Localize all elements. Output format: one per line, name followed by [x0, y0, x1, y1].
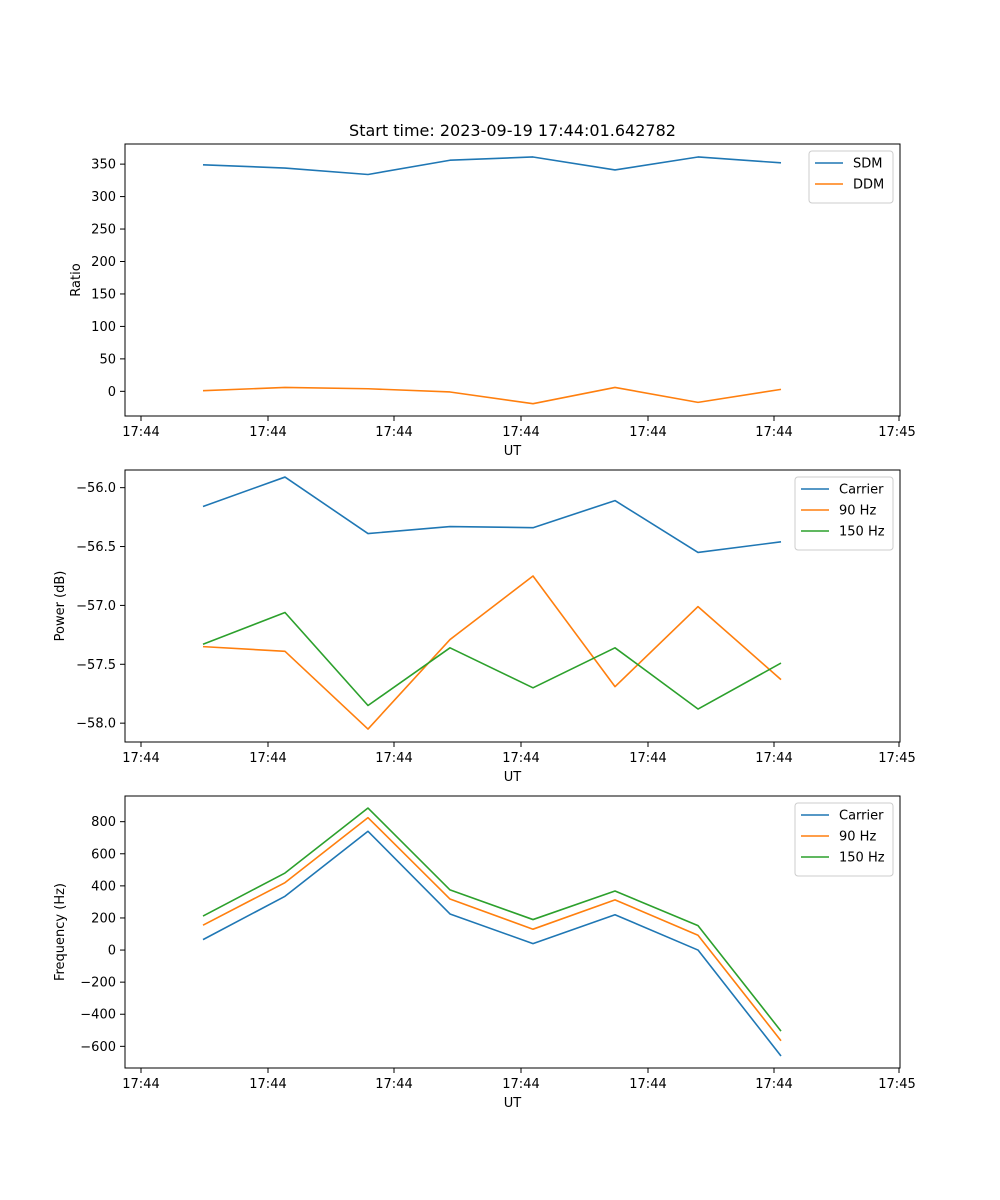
legend-label: Carrier — [839, 483, 884, 498]
x-axis-label: UT — [504, 1096, 522, 1111]
y-tick-label: −600 — [80, 1040, 116, 1055]
x-tick-label: 17:44 — [122, 751, 159, 766]
y-tick-label: 0 — [108, 944, 116, 959]
series-line-90-hz — [202, 816, 782, 1042]
y-tick-label: 200 — [91, 255, 116, 270]
x-tick-label: 17:44 — [629, 1077, 666, 1092]
y-tick-label: 150 — [91, 287, 116, 302]
legend-label: DDM — [853, 178, 884, 193]
power-panel: UT −58.0 −57.5 −57.0 −56.5 −56.0 Power (dB) Car… — [53, 469, 916, 785]
x-tick-label: 17:44 — [249, 751, 286, 766]
legend-box — [808, 150, 894, 204]
chart-title: Start time: 2023-09-19 17:44:01.642782 — [349, 121, 676, 140]
series-line-carrier — [202, 830, 782, 1057]
series-line-150-hz — [202, 611, 782, 710]
y-axis-label: Power (dB) — [53, 571, 68, 642]
series-line-carrier — [202, 476, 782, 554]
y-tick-label: −56.0 — [76, 481, 116, 496]
axes-frame — [124, 469, 901, 743]
x-tick-label: 17:44 — [375, 751, 412, 766]
x-tick-label: 17:44 — [502, 1077, 539, 1092]
x-tick-label: 17:44 — [375, 425, 412, 440]
y-tick-label: 400 — [91, 879, 116, 894]
y-tick-label: 600 — [91, 847, 116, 862]
x-tick-label: 17:44 — [755, 751, 792, 766]
x-tick-label: 17:44 — [502, 751, 539, 766]
y-axis-label: Frequency (Hz) — [53, 883, 68, 981]
series-line-ddm — [202, 386, 782, 405]
legend-label: SDM — [853, 157, 882, 172]
series-line-sdm — [202, 156, 782, 176]
y-tick-label: −200 — [80, 976, 116, 991]
x-tick-label: 17:44 — [755, 1077, 792, 1092]
y-tick-label: 0 — [108, 385, 116, 400]
ratio-panel: UT 0 50 100 150 200 250 300 350 Ratio Start time: … — [69, 121, 916, 459]
x-axis-label: UT — [504, 770, 522, 785]
y-tick-label: −57.5 — [76, 658, 116, 673]
y-tick-label: −400 — [80, 1008, 116, 1023]
x-tick-label: 17:44 — [122, 1077, 159, 1092]
x-tick-label: 17:44 — [502, 425, 539, 440]
legend-label: Carrier — [839, 809, 884, 824]
frequency-panel: UT −600 −400 −200 0 200 400 600 800 Frequency (Hz… — [53, 795, 916, 1111]
x-tick-label: 17:44 — [122, 425, 159, 440]
x-tick-label: 17:44 — [249, 1077, 286, 1092]
y-tick-label: 50 — [99, 352, 116, 367]
x-tick-label: 17:44 — [375, 1077, 412, 1092]
legend-label: 150 Hz — [839, 525, 885, 540]
x-axis-label: UT — [504, 444, 522, 459]
axes-frame — [124, 143, 901, 417]
x-tick-label: 17:44 — [755, 425, 792, 440]
y-tick-label: −56.5 — [76, 540, 116, 555]
legend-label: 150 Hz — [839, 851, 885, 866]
y-tick-label: −57.0 — [76, 599, 116, 614]
y-tick-label: 200 — [91, 911, 116, 926]
legend-label: 90 Hz — [839, 504, 876, 519]
series-line-150-hz — [202, 807, 782, 1032]
y-axis-label: Ratio — [69, 263, 84, 296]
y-tick-label: 800 — [91, 815, 116, 830]
axes-frame — [124, 795, 901, 1069]
series-line-90-hz — [202, 575, 782, 730]
y-tick-label: 350 — [91, 158, 116, 173]
x-tick-label: 17:45 — [878, 1077, 915, 1092]
x-tick-label: 17:45 — [878, 425, 915, 440]
legend-label: 90 Hz — [839, 830, 876, 845]
y-tick-label: 300 — [91, 190, 116, 205]
x-tick-label: 17:44 — [249, 425, 286, 440]
x-tick-label: 17:44 — [629, 425, 666, 440]
y-tick-label: 100 — [91, 320, 116, 335]
y-tick-label: 250 — [91, 223, 116, 238]
y-tick-label: −58.0 — [76, 717, 116, 732]
x-tick-label: 17:45 — [878, 751, 915, 766]
x-tick-label: 17:44 — [629, 751, 666, 766]
